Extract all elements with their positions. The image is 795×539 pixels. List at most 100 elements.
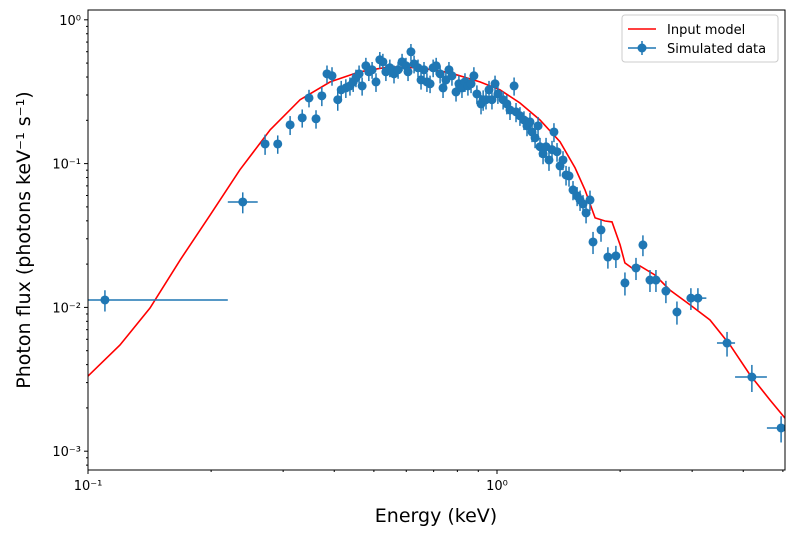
data-marker	[603, 252, 613, 262]
y-tick-label: 10⁻²	[52, 301, 81, 316]
data-marker	[661, 286, 671, 296]
model-line	[88, 65, 785, 419]
data-marker	[354, 69, 364, 79]
legend: Input model Simulated data	[621, 14, 779, 63]
data-marker	[393, 65, 403, 75]
data-point	[735, 364, 767, 393]
data-marker	[238, 197, 248, 207]
data-point	[472, 85, 482, 104]
data-marker	[431, 61, 441, 71]
data-marker	[588, 237, 598, 247]
data-point	[378, 53, 388, 72]
data-marker	[447, 71, 457, 81]
data-point	[406, 43, 416, 61]
data-marker	[273, 139, 283, 149]
data-point	[403, 63, 413, 82]
data-point	[297, 109, 307, 128]
data-point	[435, 65, 445, 84]
data-marker	[611, 251, 621, 261]
data-point	[585, 190, 595, 211]
y-tick-label: 10⁻³	[52, 445, 81, 460]
data-point	[493, 85, 503, 104]
data-point	[333, 90, 343, 111]
data-point	[638, 235, 648, 257]
data-point	[469, 67, 479, 86]
data-marker	[581, 208, 591, 218]
data-point	[487, 91, 497, 110]
data-marker	[549, 127, 559, 137]
data-point	[285, 116, 295, 136]
data-marker	[631, 263, 641, 273]
data-marker	[525, 117, 535, 127]
y-tick-label: 10⁻¹	[52, 158, 81, 173]
data-marker	[487, 95, 497, 105]
data-marker	[260, 139, 270, 149]
data-point	[367, 61, 377, 79]
plot-frame	[87, 9, 786, 471]
data-marker	[371, 77, 381, 87]
data-marker	[297, 113, 307, 123]
data-marker	[333, 95, 343, 105]
plot-area	[88, 43, 785, 443]
data-marker	[693, 293, 703, 303]
data-marker	[722, 338, 732, 348]
data-marker	[544, 155, 554, 165]
data-point	[425, 75, 435, 94]
data-point	[447, 67, 457, 86]
data-point	[544, 150, 554, 171]
legend-box	[621, 14, 779, 63]
x-axis-label: Energy (keV)	[375, 505, 497, 527]
data-marker	[100, 295, 110, 305]
data-marker	[285, 120, 295, 130]
data-point	[651, 270, 661, 292]
data-point	[611, 245, 621, 268]
data-marker	[620, 278, 630, 288]
data-marker	[564, 171, 574, 181]
data-point	[354, 65, 364, 84]
data-marker	[378, 57, 388, 67]
data-marker	[327, 71, 337, 81]
legend-data-swatch	[628, 41, 656, 55]
data-point	[304, 89, 314, 108]
data-point	[672, 301, 682, 325]
data-point	[620, 272, 630, 296]
data-point	[716, 331, 736, 357]
data-point	[311, 110, 321, 129]
data-marker	[419, 65, 429, 75]
data-point	[260, 134, 270, 155]
data-point	[596, 219, 606, 242]
data-point	[766, 416, 785, 443]
data-marker	[311, 114, 321, 124]
x-tick-label: 10⁰	[486, 479, 508, 494]
data-marker	[533, 121, 543, 131]
data-marker	[406, 47, 416, 57]
data-point	[393, 61, 403, 79]
data-marker	[469, 71, 479, 81]
data-point	[552, 143, 562, 162]
data-marker	[472, 89, 482, 99]
data-marker	[651, 275, 661, 285]
data-point	[273, 135, 283, 154]
data-marker	[357, 81, 367, 91]
data-point	[509, 77, 519, 96]
data-marker	[493, 89, 503, 99]
data-point	[549, 123, 559, 143]
data-point	[317, 86, 327, 107]
data-marker	[776, 423, 785, 433]
data-point	[661, 280, 671, 304]
data-marker	[672, 307, 682, 317]
y-tick-label: 10⁰	[59, 14, 81, 29]
data-marker	[596, 225, 606, 235]
plot-marks	[88, 43, 785, 443]
data-point	[227, 192, 258, 214]
data-point	[533, 116, 543, 137]
data-point	[689, 288, 707, 310]
data-marker	[367, 65, 377, 75]
data-point	[419, 61, 429, 79]
data-point	[327, 67, 337, 86]
data-point	[558, 151, 568, 171]
data-point	[88, 290, 228, 312]
data-point	[564, 166, 574, 187]
x-tick-label: 10⁻¹	[74, 479, 103, 494]
